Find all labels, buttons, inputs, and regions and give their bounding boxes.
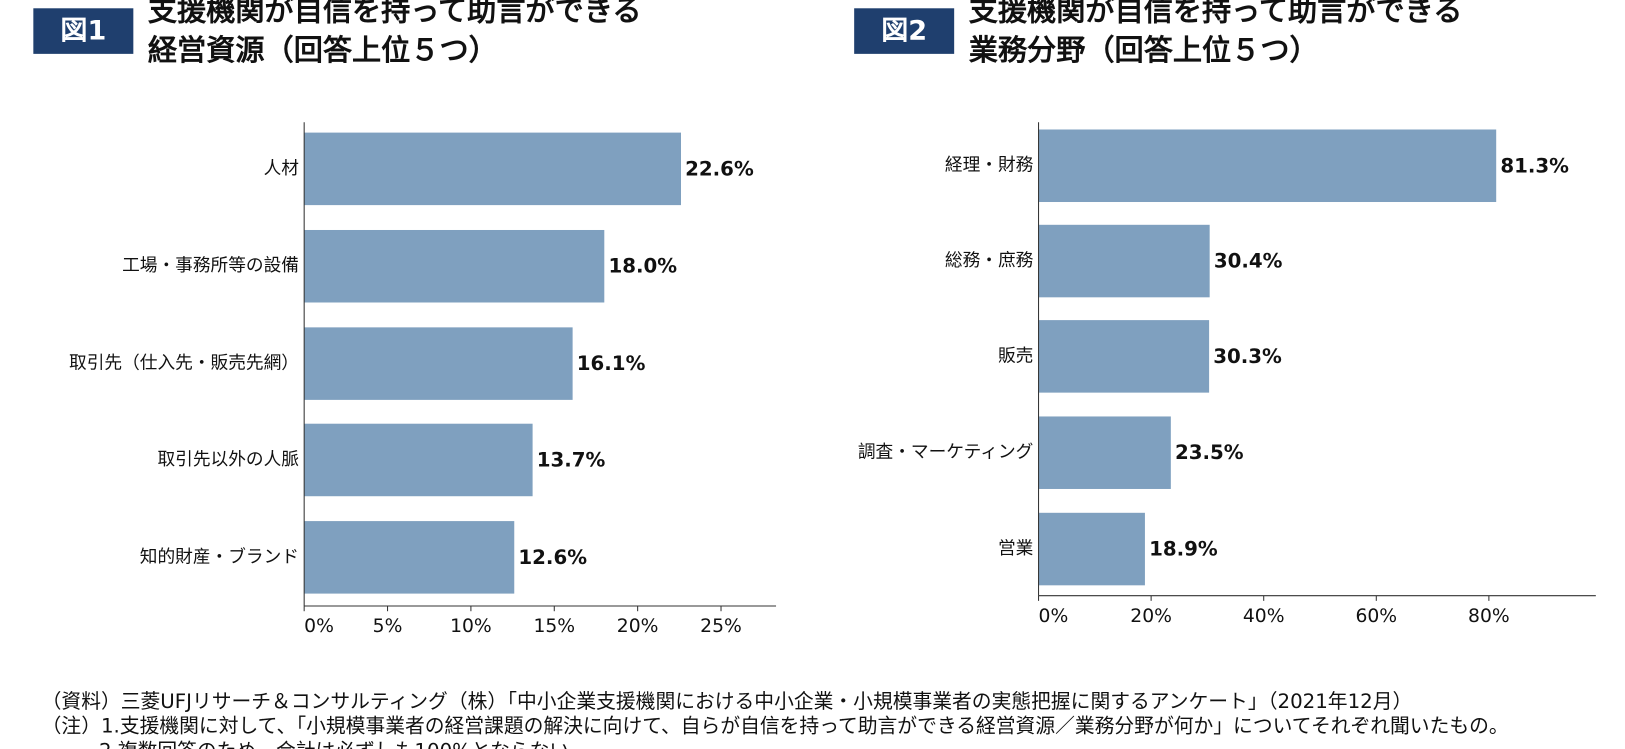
bar [304,327,573,400]
category-label: 総務・庶務 [945,250,1034,271]
category-label: 取引先（仕入先・販売先網） [69,353,299,374]
category-label: 営業 [998,538,1033,559]
x-tick-label: 25% [700,616,742,637]
value-label: 30.3% [1213,345,1282,368]
bar [1038,416,1171,489]
figure-badge-label: 図1 [60,16,106,47]
category-label: 知的財産・ブランド [140,545,299,567]
bar [304,229,605,303]
x-tick-label: 10% [450,616,492,637]
value-label: 12.6% [518,546,587,569]
x-tick-label: 15% [533,616,575,637]
category-label: 工場・事務所等の設備 [122,255,299,276]
x-tick-label: 40% [1243,606,1285,627]
category-label: 取引先以外の人脈 [157,449,299,470]
x-tick-label: 20% [617,616,659,637]
figure-badge-label: 図2 [881,16,927,47]
value-label: 22.6% [685,157,754,180]
figure-badge [33,8,134,54]
footnote: （注）1.支援機関に対して、「小規模事業者の経営課題の解決に向けて、自らが自信を… [42,715,1509,738]
category-label: 調査・マーケティング [858,442,1033,463]
category-label: 販売 [998,345,1033,366]
value-label: 23.5% [1175,441,1244,464]
chart-title: 業務分野（回答上位５つ） [969,33,1319,67]
chart-title: 経営資源（回答上位５つ） [148,33,498,67]
value-label: 18.0% [608,255,677,278]
figure-badge [854,8,955,54]
value-label: 30.4% [1214,250,1283,273]
chart-title: 支援機関が自信を持って助言ができる [969,0,1463,27]
bar [1038,320,1210,393]
x-tick-label: 60% [1355,606,1397,627]
x-tick-label: 80% [1468,606,1510,627]
category-label: 人材 [264,158,299,179]
bar [1038,512,1145,586]
footnote: 2.複数回答のため、合計は必ずしも100%とならない。 [99,740,589,749]
x-tick-label: 20% [1130,606,1172,627]
value-label: 18.9% [1149,538,1218,561]
bar [304,132,681,206]
value-label: 16.1% [577,352,646,375]
category-label: 経理・財務 [945,155,1034,176]
value-label: 13.7% [537,449,606,472]
x-tick-label: 5% [373,616,403,637]
bar [1038,129,1497,203]
x-tick-label: 0% [304,616,334,637]
chart-title: 支援機関が自信を持って助言ができる [148,0,642,27]
footnote: （資料）三菱UFJリサーチ＆コンサルティング（株）「中小企業支援機関における中小… [42,690,1413,713]
bar [1038,224,1210,298]
x-tick-label: 0% [1039,606,1069,627]
value-label: 81.3% [1500,154,1569,177]
bar [304,521,515,594]
bar [304,423,533,497]
